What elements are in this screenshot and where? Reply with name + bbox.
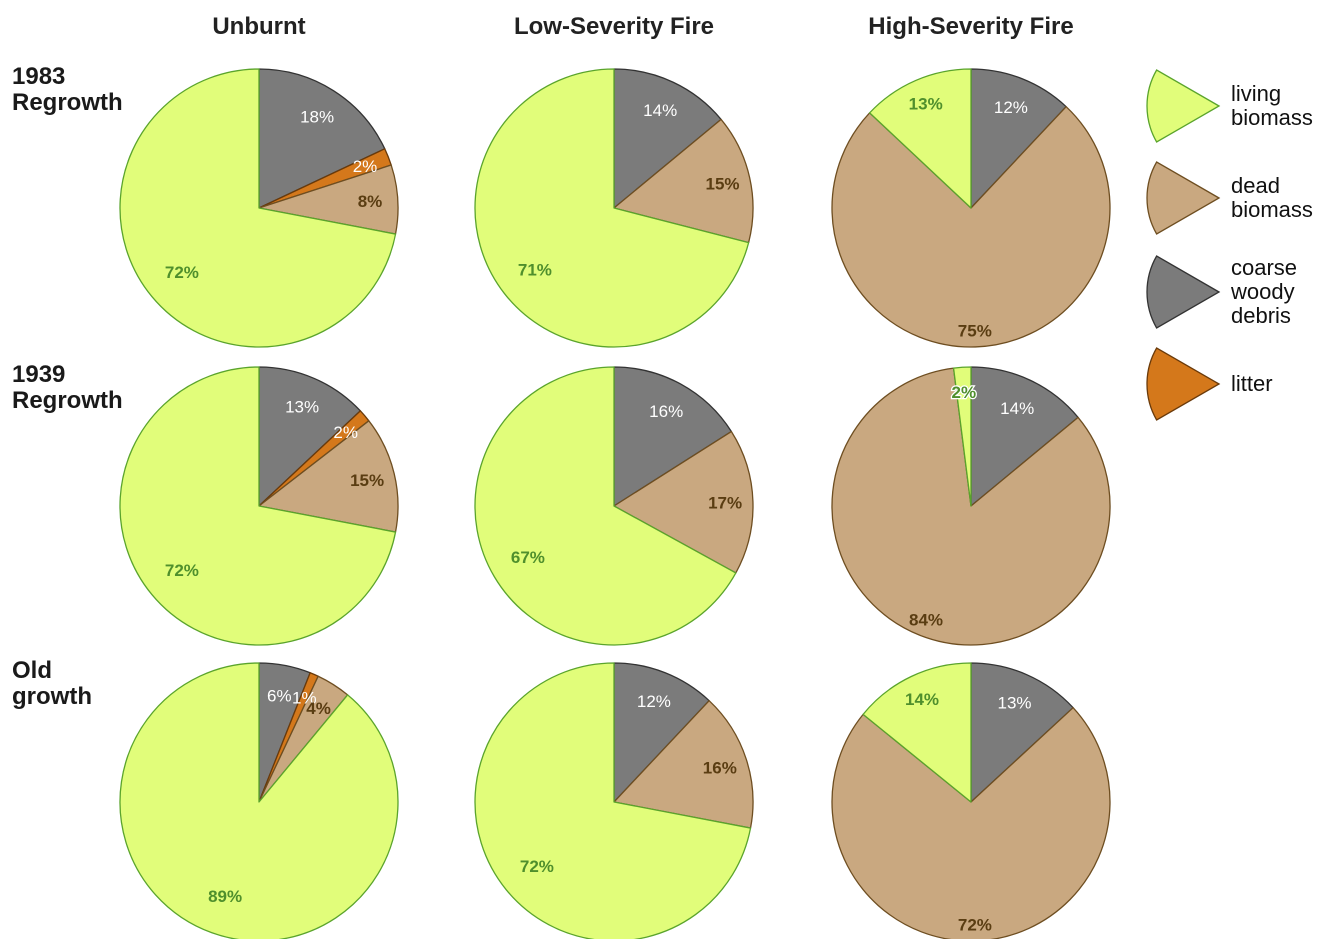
pie-label-living: 67%	[511, 548, 545, 567]
row-label-line: 1939	[12, 361, 65, 388]
legend-label-litter: litter	[1231, 371, 1273, 396]
legend-label-line: litter	[1231, 371, 1273, 396]
pie-slice-living	[862, 662, 972, 803]
legend-label-line: biomass	[1231, 197, 1313, 222]
pie-label-cwd: 18%	[300, 108, 334, 127]
pie-1983-regrowth-unburnt: 18% 2% 8% 72%	[119, 68, 399, 348]
pie-1939-regrowth-low-severity-fire: 16% 17% 67%	[474, 366, 754, 646]
legend-swatch-living	[1146, 69, 1221, 143]
pie-label-living: 72%	[520, 857, 554, 876]
pie-1983-regrowth-high-severity-fire: 12% 75% 13%	[831, 68, 1111, 348]
legend-label-line: living	[1231, 81, 1281, 106]
pie-label-cwd: 13%	[997, 694, 1031, 713]
pie-label-litter: 1%	[292, 688, 317, 707]
legend-item-cwd: coarse woody debris	[1146, 255, 1297, 329]
legend-swatch-litter	[1146, 347, 1221, 421]
pie-label-dead: 75%	[958, 321, 992, 340]
pie-slice-cwd	[613, 366, 733, 507]
pie-1983-regrowth-low-severity-fire: 14% 15% 71%	[474, 68, 754, 348]
legend-label-line: debris	[1231, 303, 1291, 328]
pie-slice-living	[119, 662, 399, 939]
pie-slice-dead	[613, 700, 754, 829]
legend-label-cwd: coarse woody debris	[1230, 255, 1297, 328]
row-label-line: Regrowth	[12, 89, 123, 116]
pie-label-dead: 4%	[306, 699, 331, 718]
pie-1939-regrowth-high-severity-fire: 14% 84% 2%	[831, 366, 1111, 646]
pie-old-growth-low-severity-fire: 12% 16% 72%	[474, 662, 754, 939]
pie-slice-dead	[613, 118, 754, 244]
pie-label-living: 89%	[208, 887, 242, 906]
pie-label-litter: 2%	[333, 423, 358, 442]
pie-slice-dead	[831, 106, 1111, 348]
pie-label-living: 14%	[905, 690, 939, 709]
pie-slice-living	[952, 366, 972, 507]
pie-slice-dead	[613, 430, 754, 574]
pie-label-living: 72%	[165, 561, 199, 580]
column-title-unburnt: Unburnt	[212, 13, 305, 40]
column-titles: Unburnt Low-Severity Fire High-Severity Fi…	[212, 13, 1073, 40]
pie-label-cwd: 12%	[994, 98, 1028, 117]
pie-slice-cwd	[970, 662, 1074, 803]
row-label-old-growth: Old growth	[12, 657, 92, 710]
pie-label-dead: 15%	[705, 175, 739, 194]
row-label-1939-regrowth: 1939 Regrowth	[12, 361, 123, 414]
legend-label-line: biomass	[1231, 105, 1313, 130]
pie-slice-cwd	[970, 68, 1067, 209]
pies: 18%2%8%72%14%15%71%12%75%13%13%2%15%72%1…	[119, 68, 1111, 939]
pie-slice-living	[474, 68, 750, 348]
legend-label-line: woody	[1230, 279, 1295, 304]
pie-label-dead: 17%	[708, 494, 742, 513]
pie-label-cwd: 16%	[649, 402, 683, 421]
legend-swatch-dead	[1146, 161, 1221, 235]
pie-slice-living	[869, 68, 972, 209]
pie-slice-living	[119, 366, 397, 646]
pie-slice-living	[474, 662, 752, 939]
pie-label-litter: 2%	[353, 157, 378, 176]
pie-slice-cwd	[613, 662, 710, 803]
pie-slice-dead	[258, 420, 399, 533]
pie-label-cwd: 12%	[637, 692, 671, 711]
legend-label-line: coarse	[1231, 255, 1297, 280]
pie-label-living: 2%	[952, 383, 977, 402]
pie-label-dead: 72%	[958, 915, 992, 934]
legend-label-line: dead	[1231, 173, 1280, 198]
legend-label-living: living biomass	[1231, 81, 1313, 130]
pie-label-cwd: 13%	[285, 398, 319, 417]
pie-label-living: 72%	[165, 263, 199, 282]
legend-label-dead: dead biomass	[1231, 173, 1313, 222]
pie-label-cwd: 14%	[643, 101, 677, 120]
pie-label-living: 13%	[909, 94, 943, 113]
column-title-high-severity-fire: High-Severity Fire	[868, 13, 1073, 40]
row-label-line: growth	[12, 683, 92, 710]
pie-slice-cwd	[258, 68, 386, 209]
pie-slice-living	[119, 68, 397, 348]
pie-old-growth-high-severity-fire: 13% 72% 14%	[831, 662, 1111, 939]
pie-slice-cwd	[613, 68, 722, 209]
pie-label-dead: 15%	[350, 471, 384, 490]
pie-label-cwd: 6%	[267, 687, 292, 706]
row-label-line: Regrowth	[12, 387, 123, 414]
pie-old-growth-unburnt: 6% 1%4% 89%	[119, 662, 399, 939]
pie-label-cwd: 14%	[1000, 399, 1034, 418]
column-title-low-severity-fire: Low-Severity Fire	[514, 13, 714, 40]
legend-item-living: living biomass	[1146, 69, 1313, 143]
pie-slice-living	[474, 366, 737, 646]
legend-item-dead: dead biomass	[1146, 161, 1313, 235]
row-label-line: 1983	[12, 63, 65, 90]
pie-1939-regrowth-unburnt: 13% 2% 15% 72%	[119, 366, 399, 646]
row-label-1983-regrowth: 1983 Regrowth	[12, 63, 123, 116]
pie-slice-dead	[831, 707, 1111, 939]
legend-swatch-cwd	[1146, 255, 1221, 329]
legend-item-litter: litter	[1146, 347, 1273, 421]
pie-slice-cwd	[258, 366, 361, 507]
row-label-line: Old	[12, 657, 52, 684]
pie-label-living: 71%	[518, 260, 552, 279]
pie-label-dead: 16%	[703, 759, 737, 778]
pie-slice-cwd	[970, 366, 1079, 507]
pie-label-dead: 8%	[358, 192, 383, 211]
pie-label-dead: 84%	[909, 611, 943, 630]
